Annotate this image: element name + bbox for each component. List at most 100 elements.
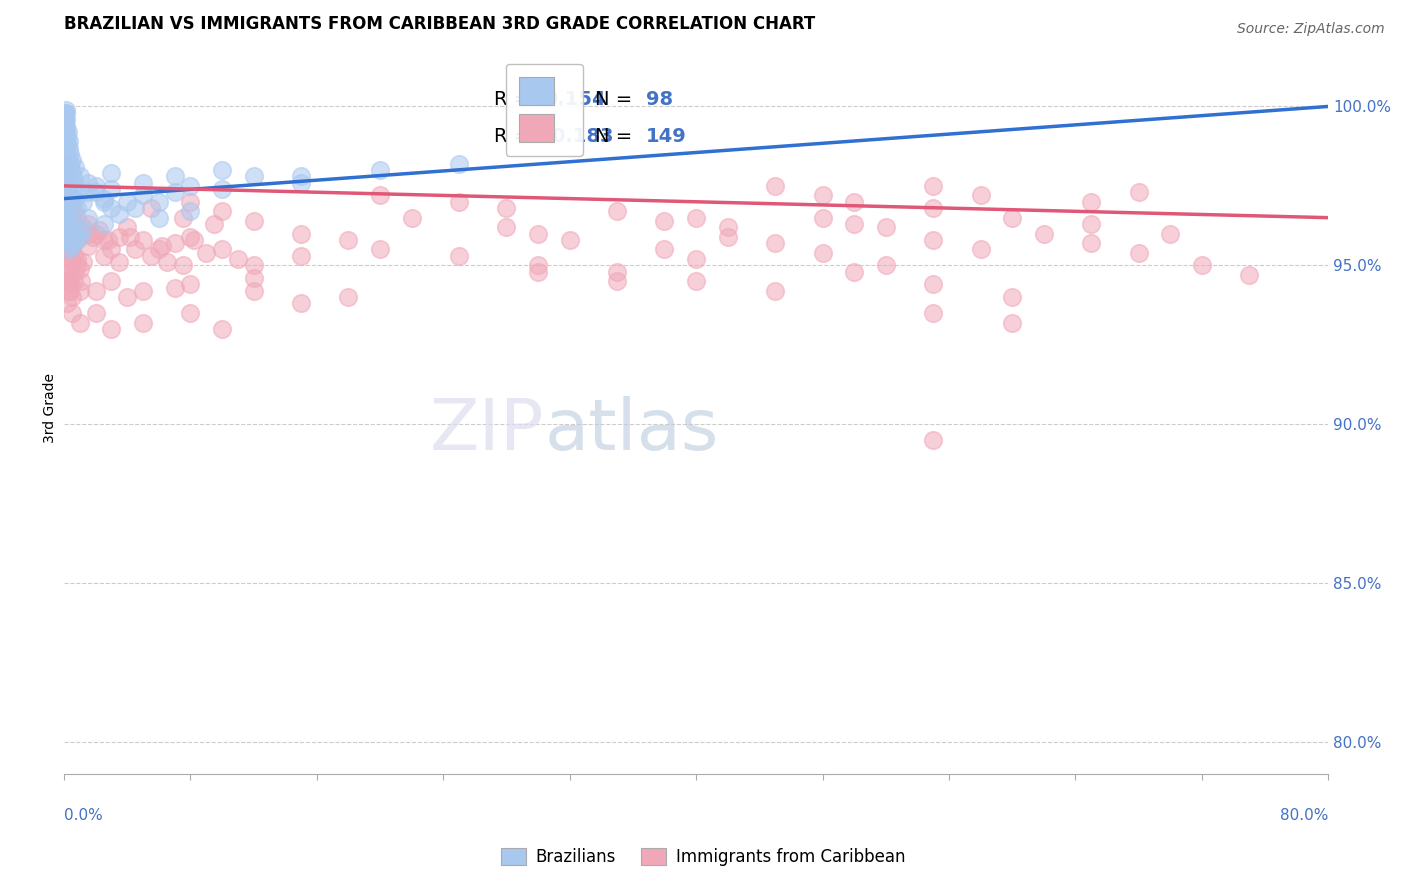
Point: [55, 243, 77, 257]
Point: [58, 163, 80, 178]
Point: [53, 178, 76, 193]
Point: [811, 245, 834, 260]
Point: [63, 265, 86, 279]
Point: [55, 188, 77, 202]
Point: [132, 176, 155, 190]
Point: [53, 156, 76, 170]
Point: [179, 194, 201, 209]
Point: [139, 249, 162, 263]
Point: [606, 204, 628, 219]
Point: [132, 233, 155, 247]
Point: [55, 274, 77, 288]
Point: [55, 128, 77, 142]
Point: [93, 192, 115, 206]
Point: [242, 169, 264, 184]
Point: [337, 290, 360, 304]
Point: [156, 255, 179, 269]
Point: [59, 220, 82, 235]
Point: [163, 236, 186, 251]
Point: [401, 211, 423, 225]
Point: [148, 243, 170, 257]
Point: [69, 229, 91, 244]
Point: [606, 274, 628, 288]
Point: [56, 125, 79, 139]
Point: [527, 227, 550, 241]
Point: [55, 144, 77, 158]
Point: [606, 265, 628, 279]
Point: [56, 207, 79, 221]
Text: BRAZILIAN VS IMMIGRANTS FROM CARIBBEAN 3RD GRADE CORRELATION CHART: BRAZILIAN VS IMMIGRANTS FROM CARIBBEAN 3…: [65, 15, 815, 33]
Point: [53, 105, 76, 120]
Point: [922, 233, 945, 247]
Point: [179, 229, 201, 244]
Point: [69, 169, 91, 184]
Point: [60, 255, 83, 269]
Point: [56, 194, 79, 209]
Point: [55, 207, 77, 221]
Point: [922, 201, 945, 215]
Point: [685, 211, 707, 225]
Point: [1001, 316, 1024, 330]
Point: [875, 220, 897, 235]
Point: [59, 245, 82, 260]
Point: [55, 112, 77, 127]
Point: [1159, 227, 1181, 241]
Point: [56, 296, 79, 310]
Y-axis label: 3rd Grade: 3rd Grade: [44, 374, 58, 443]
Point: [120, 229, 142, 244]
Point: [1080, 236, 1102, 251]
Point: [55, 169, 77, 184]
Text: N =: N =: [595, 127, 638, 146]
Point: [62, 220, 84, 235]
Legend: Brazilians, Immigrants from Caribbean: Brazilians, Immigrants from Caribbean: [492, 840, 914, 875]
Point: [56, 239, 79, 253]
Point: [449, 194, 471, 209]
Text: N =: N =: [595, 90, 638, 110]
Point: [969, 243, 991, 257]
Point: [76, 227, 98, 241]
Point: [59, 147, 82, 161]
Point: [55, 211, 77, 225]
Point: [139, 201, 162, 215]
Point: [875, 258, 897, 272]
Text: 0.154: 0.154: [544, 90, 606, 110]
Point: [66, 233, 89, 247]
Point: [527, 265, 550, 279]
Point: [242, 271, 264, 285]
Point: [172, 258, 194, 272]
Point: [842, 265, 865, 279]
Point: [1001, 211, 1024, 225]
Point: [56, 220, 79, 235]
Point: [56, 176, 79, 190]
Point: [55, 186, 77, 200]
Point: [290, 249, 312, 263]
Point: [56, 150, 79, 164]
Point: [495, 201, 517, 215]
Point: [58, 207, 80, 221]
Point: [58, 227, 80, 241]
Point: [558, 233, 581, 247]
Point: [117, 290, 139, 304]
Point: [55, 186, 77, 200]
Point: [763, 236, 786, 251]
Point: [100, 201, 122, 215]
Point: [717, 229, 740, 244]
Point: [56, 198, 79, 212]
Point: [211, 182, 233, 196]
Point: [59, 192, 82, 206]
Point: [922, 306, 945, 320]
Point: [66, 211, 89, 225]
Point: [763, 284, 786, 298]
Point: [368, 188, 391, 202]
Point: [1191, 258, 1213, 272]
Point: [66, 201, 89, 215]
Point: [842, 217, 865, 231]
Point: [124, 243, 146, 257]
Point: [60, 290, 83, 304]
Point: [62, 223, 84, 237]
Point: [1032, 227, 1054, 241]
Point: [58, 252, 80, 266]
Point: [84, 306, 107, 320]
Point: [55, 204, 77, 219]
Point: [211, 163, 233, 178]
